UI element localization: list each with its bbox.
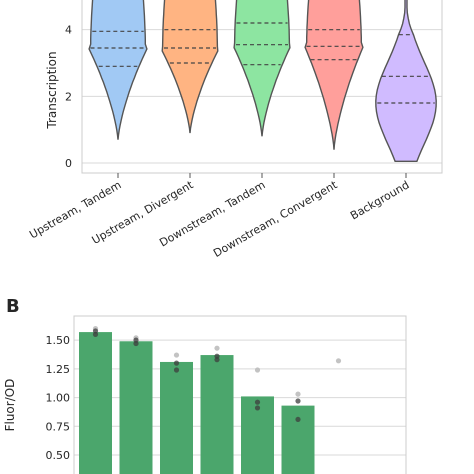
panel-a-violins: [88, 0, 437, 162]
replicate-point: [254, 405, 261, 411]
bar-6: [281, 405, 315, 474]
panel-b-bars: [79, 332, 315, 474]
bar-2: [119, 341, 153, 474]
panel-b-y-tick-label: 0.50: [46, 449, 71, 462]
panel-b-y-tick-label: 0.75: [46, 420, 71, 433]
replicate-point: [173, 360, 180, 366]
bar-1: [79, 332, 112, 474]
panel-b-y-axis-label: Fluor/OD: [3, 379, 17, 432]
violin-1: [88, 0, 148, 140]
panel-a-y-tick-label: 4: [65, 24, 72, 37]
panel-b-y-tick-label: 1.50: [46, 334, 71, 347]
panel-b-letter: B: [6, 296, 20, 317]
replicate-point: [295, 416, 301, 423]
replicate-point: [214, 357, 220, 363]
replicate-point: [173, 352, 180, 358]
violin-2: [161, 0, 219, 134]
panel-a-x-tick-label: Background: [348, 178, 411, 222]
replicate-point: [295, 398, 301, 404]
panel-b-y-ticks: 0.50 0.75 1.00 1.25 1.50: [46, 334, 71, 462]
panel-a-x-tick-label: Downstream, Convergent: [211, 178, 340, 260]
panel-b-points: [92, 326, 342, 423]
panel-b-frame: [73, 315, 407, 474]
replicate-point: [92, 331, 99, 337]
panel-b-bar-chart: 0.50 0.75 1.00 1.25 1.50 Fluor/OD: [3, 315, 407, 474]
replicate-point: [173, 367, 180, 373]
violin-5: [375, 0, 437, 162]
panel-a-y-tick-label: 0: [65, 157, 72, 170]
replicate-point: [214, 345, 220, 351]
replicate-point: [335, 358, 342, 364]
bar-3: [160, 361, 193, 474]
replicate-point: [254, 367, 261, 373]
violin-4: [304, 0, 364, 150]
replicate-point: [133, 340, 139, 347]
panel-b-y-tick-label: 1.00: [46, 392, 71, 405]
panel-a-y-ticks: 0 2 4: [65, 24, 72, 170]
violin-3: [233, 0, 291, 137]
panel-a-y-axis-label: Transcription: [45, 51, 59, 129]
panel-b-y-tick-label: 1.25: [46, 363, 71, 376]
panel-a-y-tick-label: 2: [65, 90, 72, 103]
bar-4: [200, 355, 234, 474]
replicate-point: [295, 391, 301, 397]
replicate-point: [254, 399, 261, 405]
